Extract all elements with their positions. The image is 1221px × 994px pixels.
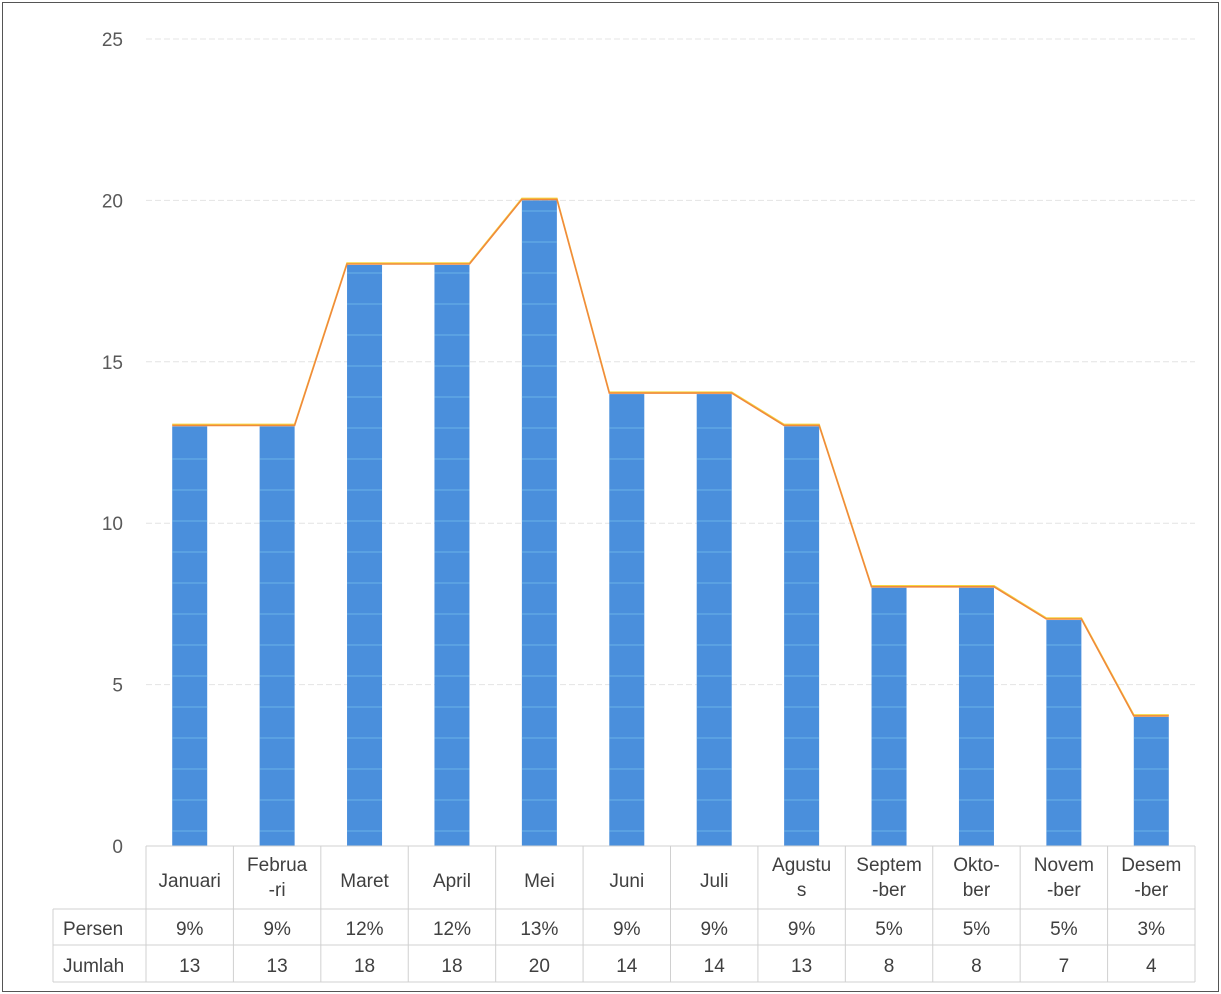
y-axis-ticks: 0 5 10 15 20 25 [102, 30, 123, 858]
bar [172, 426, 208, 846]
table-row-label: Persen [63, 919, 123, 940]
y-tick-label: 10 [102, 514, 123, 535]
bar [696, 394, 732, 846]
table-cell: 4 [1146, 956, 1157, 977]
y-tick-label: 25 [102, 30, 123, 51]
table-cell: 9% [176, 919, 204, 940]
bar [347, 264, 383, 847]
category-label: April [433, 871, 471, 892]
table-cell: 13 [791, 956, 812, 977]
table-cell: 3% [1138, 919, 1166, 940]
category-label: Juni [609, 871, 644, 892]
y-tick-label: 20 [102, 191, 123, 212]
table-cell: 18 [354, 956, 375, 977]
category-label: Okto-ber [953, 855, 999, 901]
bar [1133, 716, 1169, 846]
category-label: Desem -ber [1121, 855, 1181, 901]
table-cell: 14 [704, 956, 726, 977]
trend-line-highlight [172, 197, 1169, 716]
bar [609, 394, 645, 846]
table-cell: 5% [1050, 919, 1078, 940]
trend-line-path [172, 198, 1169, 717]
table-cell: 14 [616, 956, 638, 977]
table-row-label: Jumlah [63, 956, 124, 977]
table-cell: 13 [179, 956, 200, 977]
bar [259, 426, 295, 846]
bar [434, 264, 470, 847]
bar [521, 200, 557, 846]
table-cell: 8 [884, 956, 895, 977]
y-tick-label: 15 [102, 353, 123, 374]
bar [1046, 620, 1082, 846]
table-cell: 20 [529, 956, 550, 977]
trend-line [172, 197, 1169, 717]
table-cell: 18 [441, 956, 462, 977]
table-cell: 8 [971, 956, 982, 977]
table-cell: 9% [788, 919, 816, 940]
bar-chart: 0 5 10 15 20 25 Januari Februa -ri Maret April Mei… [52, 30, 1196, 983]
category-label: Agustu s [772, 855, 831, 901]
table-cell: 13 [267, 956, 288, 977]
bars [172, 200, 1169, 847]
bar [871, 587, 907, 846]
category-label: Mei [524, 871, 555, 892]
gridlines [146, 38, 1195, 686]
category-label: Januari [159, 871, 221, 892]
table-cell: 5% [875, 919, 903, 940]
table-cell: 12% [346, 919, 384, 940]
y-tick-label: 0 [112, 837, 123, 858]
table-cell: 9% [700, 919, 728, 940]
table-cell: 13% [520, 919, 558, 940]
category-label: Februa -ri [247, 855, 308, 901]
table-cell: 12% [433, 919, 471, 940]
category-label: Novem -ber [1034, 855, 1094, 901]
y-tick-label: 5 [112, 676, 123, 697]
data-table: Januari Februa -ri Maret April Mei Juni Juli Agu… [52, 845, 1196, 983]
table-cell: 9% [613, 919, 641, 940]
table-cell: 7 [1059, 956, 1070, 977]
bar [958, 587, 994, 846]
table-cell: 9% [263, 919, 291, 940]
category-label: Maret [340, 871, 389, 892]
category-label: Septem -ber [856, 855, 921, 901]
bar [784, 426, 820, 846]
table-cell: 5% [963, 919, 991, 940]
category-label: Juli [700, 871, 729, 892]
